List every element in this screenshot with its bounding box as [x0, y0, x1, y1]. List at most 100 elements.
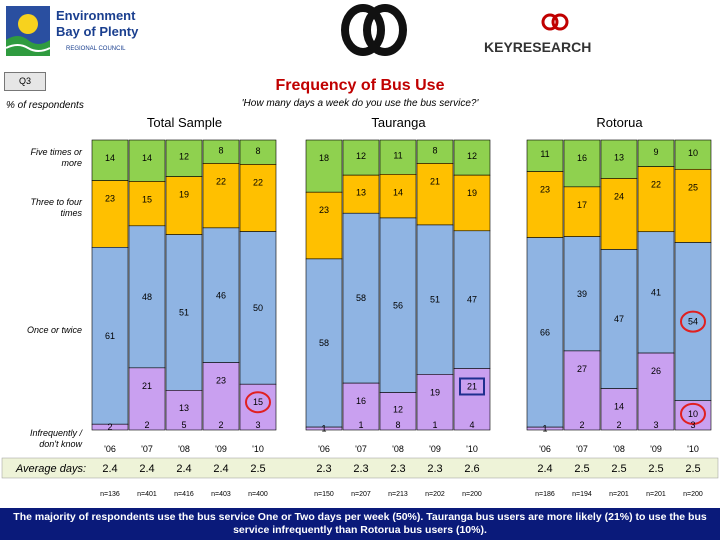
- sample-size: n=194: [572, 491, 592, 498]
- bar-segment-five_plus: [91, 139, 129, 181]
- data-label: 1: [542, 423, 547, 433]
- highlight-circle: [680, 310, 706, 333]
- bottom-value: 1: [358, 420, 363, 430]
- bar-segment-once_twice: [563, 236, 601, 352]
- data-label: 23: [540, 185, 550, 195]
- data-label: 19: [467, 188, 477, 198]
- average-value: 2.4: [213, 463, 228, 475]
- sample-size: n=207: [351, 491, 371, 498]
- data-label: 11: [393, 150, 402, 160]
- category-label: Three to four times: [30, 197, 83, 218]
- year-label: '08: [613, 444, 625, 454]
- data-label: 66: [540, 327, 550, 337]
- sample-size: n=150: [314, 491, 334, 498]
- data-label: 19: [430, 387, 440, 397]
- sample-size: n=201: [646, 491, 666, 498]
- bar-segment-infrequent: [526, 426, 564, 431]
- bar-segment-once_twice: [128, 225, 166, 369]
- bar-segment-infrequent: [239, 383, 277, 431]
- bar-segment-infrequent: [600, 388, 638, 431]
- bar-segment-five_plus: [563, 139, 601, 188]
- data-label: 17: [577, 200, 587, 210]
- bar-segment-three_four: [239, 164, 277, 232]
- data-label: 14: [393, 187, 403, 197]
- average-label: Average days:: [15, 463, 86, 475]
- year-label: '10: [252, 444, 264, 454]
- bar-segment-once_twice: [305, 258, 343, 428]
- bottom-value: 2: [218, 420, 223, 430]
- year-label: '09: [429, 444, 441, 454]
- sample-size: n=186: [535, 491, 555, 498]
- data-label: 18: [319, 153, 329, 163]
- year-label: '06: [318, 444, 330, 454]
- bar-segment-infrequent: [202, 362, 240, 431]
- sample-size: n=416: [174, 491, 194, 498]
- data-label: 27: [577, 364, 587, 374]
- average-value: 2.5: [611, 463, 626, 475]
- environment-bop-logo: Environment Bay of Plenty REGIONAL COUNC…: [4, 2, 164, 60]
- highlight-box: [459, 377, 485, 396]
- bar-segment-five_plus: [305, 139, 343, 193]
- sample-size: n=401: [137, 491, 157, 498]
- data-label: 21: [430, 176, 440, 186]
- data-label: 8: [218, 146, 223, 156]
- data-label: 12: [393, 404, 403, 414]
- bar-segment-once_twice: [91, 247, 129, 425]
- bottom-value: 5: [181, 420, 186, 430]
- data-label: 47: [467, 295, 477, 305]
- bottom-value: 1: [432, 420, 437, 430]
- year-label: '09: [650, 444, 662, 454]
- bar-segment-infrequent: [128, 367, 166, 431]
- bar-segment-three_four: [305, 191, 343, 260]
- category-label: Once or twice: [27, 325, 82, 335]
- data-label: 12: [467, 151, 477, 161]
- data-label: 22: [253, 177, 263, 187]
- keyresearch-text: KEYRESEARCH: [484, 39, 591, 55]
- bar-segment-once_twice: [526, 237, 564, 428]
- bar-segment-infrequent: [91, 423, 129, 431]
- sample-size: n=200: [683, 491, 703, 498]
- data-label: 12: [356, 151, 366, 161]
- bar-segment-infrequent: [342, 382, 380, 431]
- data-label: 51: [430, 295, 440, 305]
- y-axis-label: % of respondents: [6, 100, 84, 111]
- data-label: 16: [577, 153, 587, 163]
- chart-title: Frequency of Bus Use: [275, 77, 445, 94]
- average-value: 2.3: [316, 463, 331, 475]
- bar-segment-five_plus: [674, 139, 712, 170]
- bar-segment-infrequent: [305, 426, 343, 431]
- data-label: 10: [688, 148, 698, 158]
- data-label: 23: [319, 205, 329, 215]
- bar-segment-infrequent: [416, 374, 454, 431]
- bottom-value: 4: [469, 420, 474, 430]
- average-value: 2.3: [390, 463, 405, 475]
- chart-subtitle: 'How many days a week do you use the bus…: [241, 98, 479, 109]
- year-label: '09: [215, 444, 227, 454]
- bar-segment-once_twice: [637, 231, 675, 354]
- bar-segment-five_plus: [165, 139, 203, 177]
- data-label: 47: [614, 314, 624, 324]
- data-label: 1: [321, 423, 326, 433]
- data-label: 21: [467, 381, 477, 391]
- sample-size: n=403: [211, 491, 231, 498]
- data-label: 14: [142, 153, 152, 163]
- bottom-value: 2: [579, 420, 584, 430]
- average-value: 2.3: [427, 463, 442, 475]
- data-label: 61: [105, 331, 115, 341]
- group-title: Rotorua: [596, 115, 643, 130]
- data-label: 2: [107, 422, 112, 432]
- data-label: 26: [651, 366, 661, 376]
- logo-line1: Environment: [56, 8, 136, 23]
- data-label: 41: [651, 287, 661, 297]
- group-title: Total Sample: [147, 115, 222, 130]
- average-band: [1, 457, 719, 479]
- bar-segment-once_twice: [342, 212, 380, 384]
- bottom-value: 8: [395, 420, 400, 430]
- data-label: 13: [614, 152, 624, 162]
- data-label: 8: [255, 146, 260, 156]
- average-value: 2.4: [139, 463, 154, 475]
- data-label: 14: [105, 153, 115, 163]
- data-label: 13: [179, 403, 189, 413]
- data-label: 21: [142, 381, 152, 391]
- data-label: 50: [253, 303, 263, 313]
